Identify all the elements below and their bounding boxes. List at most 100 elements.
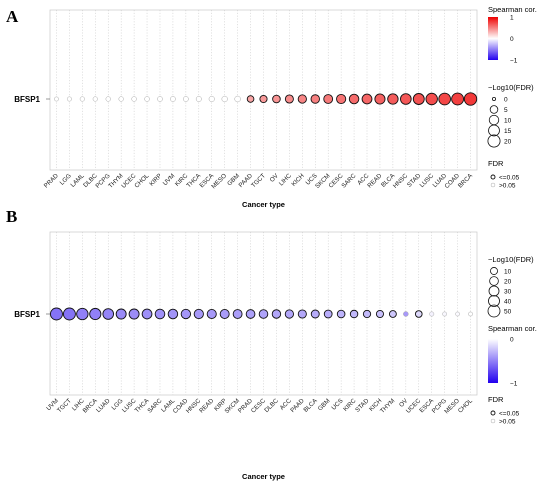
x-tick-label: BRCA <box>457 172 475 190</box>
data-point-lihc <box>284 94 294 104</box>
x-tick-label: OV <box>398 397 410 409</box>
data-point-prad <box>54 96 59 102</box>
data-point-kirc <box>349 309 359 319</box>
x-axis-label: Cancer type <box>242 472 285 481</box>
fdr-legend-title: FDR <box>488 159 504 168</box>
size-legend-circle <box>488 285 500 297</box>
size-legend-title: −Log10(FDR) <box>488 83 534 92</box>
data-point-gbm <box>323 309 333 319</box>
data-point-tgct <box>62 307 76 321</box>
data-point-blca <box>310 309 320 319</box>
size-legend-label: 20 <box>504 279 512 286</box>
size-legend-label: 15 <box>504 128 512 135</box>
x-axis-label: Cancer type <box>242 200 285 209</box>
x-tick-label: KICH <box>290 172 305 187</box>
size-legend-circle <box>491 97 496 102</box>
fdr-legend-symbol <box>490 174 496 180</box>
size-legend-label: 0 <box>504 97 508 104</box>
data-point-cesc <box>258 309 269 319</box>
data-point-acc <box>284 309 294 319</box>
size-legend-circle <box>488 114 500 126</box>
data-point-hnsc <box>400 93 412 105</box>
data-point-luad <box>438 92 451 106</box>
data-point-paad <box>246 95 255 103</box>
data-point-dlbc <box>271 309 282 319</box>
data-point-blca <box>387 93 399 105</box>
color-legend-title: Spearman cor. <box>488 324 537 333</box>
fdr-legend-label: <=0.05 <box>499 174 520 181</box>
x-tick-label: STAD <box>354 397 371 414</box>
data-point-thym <box>118 96 124 102</box>
x-tick-label: GBM <box>317 397 332 412</box>
size-legend-circle <box>488 295 500 307</box>
color-legend-tick: 0 <box>510 337 514 344</box>
data-point-esca <box>208 95 215 103</box>
color-bar <box>488 17 498 60</box>
data-point-laml <box>79 96 85 102</box>
fdr-legend-symbol <box>490 418 496 424</box>
data-point-lgg <box>115 308 127 320</box>
data-point-luad <box>102 308 115 320</box>
data-point-ov <box>272 94 281 104</box>
x-tick-label: BLCA <box>302 397 319 414</box>
fdr-legend-symbol <box>490 182 496 188</box>
data-point-thym <box>388 310 397 318</box>
fdr-legend-label: >0.05 <box>499 182 516 189</box>
x-tick-label: LUAD <box>95 397 112 414</box>
data-point-ov <box>403 311 409 317</box>
data-point-meso <box>221 95 228 103</box>
data-point-tgct <box>259 94 268 104</box>
data-point-chol <box>468 311 473 317</box>
x-tick-label: READ <box>198 397 215 414</box>
data-point-kich <box>375 309 384 319</box>
data-point-pcpg <box>105 96 111 102</box>
data-point-ucec <box>414 310 423 318</box>
size-legend-circle <box>489 105 499 114</box>
x-tick-label: CHOL <box>133 172 151 190</box>
data-point-chol <box>144 96 150 102</box>
data-point-kirp <box>219 309 230 319</box>
data-point-kirc <box>183 96 189 102</box>
gene-label: BFSP1 <box>14 95 40 104</box>
data-point-read <box>206 308 217 320</box>
x-tick-label: MESO <box>210 172 228 190</box>
size-legend-circle <box>487 304 501 318</box>
x-tick-label: OV <box>269 172 281 184</box>
data-point-lgg <box>66 96 72 102</box>
panel-a: ABFSP1PRADLGGLAMLDLBCPCPGTHYMUCECCHOLKIR… <box>6 5 537 209</box>
x-tick-label: DLBC <box>263 397 280 414</box>
size-legend-label: 5 <box>504 107 508 114</box>
color-legend-tick: −1 <box>510 58 518 65</box>
data-point-coad <box>180 308 192 320</box>
data-point-pcpg <box>442 311 448 317</box>
data-point-esca <box>429 311 435 317</box>
color-legend-title: Spearman cor. <box>488 5 537 14</box>
data-point-sarc <box>348 93 360 105</box>
x-tick-label: SARC <box>340 172 357 189</box>
size-legend-label: 10 <box>504 118 512 125</box>
data-point-gbm <box>234 95 241 103</box>
data-point-prad <box>245 309 256 319</box>
data-point-lusc <box>425 92 438 106</box>
data-point-stad <box>362 309 372 319</box>
data-point-skcm <box>232 309 243 319</box>
data-point-kirp <box>157 96 163 102</box>
data-point-ucs <box>336 309 346 319</box>
data-point-paad <box>297 309 307 319</box>
size-legend-circle <box>488 124 500 137</box>
x-tick-label: UVM <box>162 172 177 187</box>
x-tick-label: CHOL <box>457 397 475 415</box>
data-point-cesc <box>336 93 347 105</box>
x-tick-label: PRAD <box>43 172 60 189</box>
size-legend-label: 20 <box>504 139 512 146</box>
color-legend-tick: 0 <box>510 36 514 43</box>
fdr-legend-label: <=0.05 <box>499 410 520 417</box>
size-legend-label: 30 <box>504 289 512 296</box>
x-tick-label: THYM <box>379 397 396 414</box>
size-legend-circle <box>489 276 499 286</box>
panel-b: BBFSP1UVMTGCTLIHCBRCALUADLGGLUSCTHCASARC… <box>6 207 537 481</box>
data-point-ucs <box>310 94 320 104</box>
gene-label: BFSP1 <box>14 310 40 319</box>
size-legend-label: 10 <box>504 269 512 276</box>
